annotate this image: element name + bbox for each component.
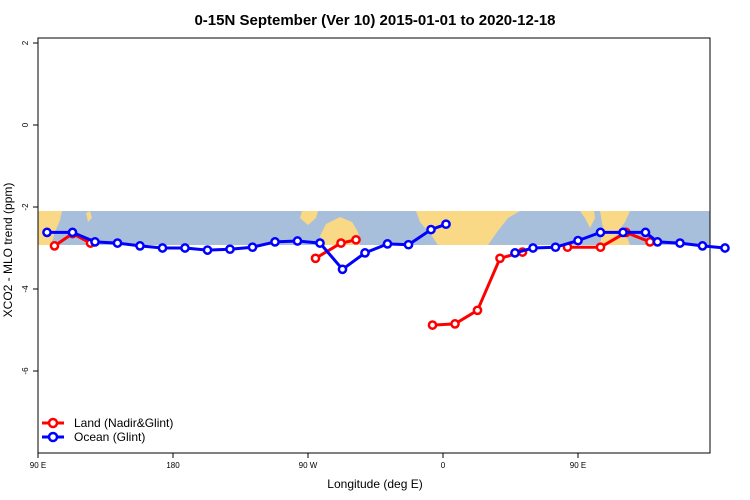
- data-point-ocean: [247, 242, 258, 253]
- legend-item-land: Land (Nadir&Glint): [42, 416, 173, 430]
- data-point-ocean: [135, 241, 145, 251]
- data-point-land: [336, 238, 346, 248]
- data-point-land: [427, 320, 438, 330]
- x-tick-label: 90 E: [570, 461, 586, 470]
- land-africa: [416, 211, 520, 245]
- legend-marker-ocean: [47, 431, 59, 443]
- data-point-ocean: [403, 239, 414, 250]
- y-tick-label: 0: [21, 122, 30, 127]
- background-map: [38, 211, 710, 245]
- y-tick-label: -2: [21, 203, 30, 211]
- data-point-ocean: [270, 237, 280, 247]
- data-point-ocean: [157, 243, 168, 253]
- data-point-land: [351, 234, 361, 245]
- data-point-ocean: [112, 238, 123, 248]
- data-series: [42, 219, 730, 330]
- data-point-ocean: [360, 248, 370, 258]
- y-tick-label: 2: [21, 40, 30, 45]
- data-point-land: [450, 319, 460, 329]
- data-point-ocean: [90, 237, 100, 247]
- land-india: [580, 211, 595, 228]
- data-point-ocean: [441, 219, 451, 230]
- ocean-band: [38, 211, 710, 245]
- data-point-ocean: [528, 243, 538, 253]
- legend-item-ocean: Ocean (Glint): [42, 430, 145, 444]
- series-line-land: [567, 230, 651, 249]
- land-central-america: [300, 211, 318, 225]
- data-point-ocean: [180, 243, 190, 253]
- data-point-ocean: [640, 227, 651, 238]
- data-point-ocean: [382, 239, 393, 249]
- x-tick-label: 0: [441, 461, 446, 470]
- y-axis-label: XCO2 - MLO trend (ppm): [1, 183, 15, 318]
- data-point-ocean: [652, 237, 663, 247]
- data-point-ocean: [550, 242, 561, 253]
- x-axis-label: Longitude (deg E): [327, 477, 422, 491]
- legend-marker-land: [47, 417, 59, 429]
- land-philippines-small: [86, 211, 92, 222]
- land-indochina: [600, 211, 630, 245]
- legend-label-ocean: Ocean (Glint): [74, 430, 145, 444]
- chart-title: 0-15N September (Ver 10) 2015-01-01 to 2…: [194, 12, 555, 29]
- data-point-ocean: [202, 245, 213, 255]
- x-tick-label: 90 E: [30, 461, 46, 470]
- y-tick-label: -4: [21, 285, 30, 293]
- x-tick-label: 90 W: [299, 461, 318, 470]
- series-ocean: [42, 219, 730, 275]
- data-point-ocean: [42, 227, 52, 238]
- data-point-ocean: [595, 227, 606, 238]
- data-point-ocean: [675, 238, 685, 248]
- legend: Land (Nadir&Glint) Ocean (Glint): [42, 416, 173, 444]
- legend-label-land: Land (Nadir&Glint): [74, 416, 173, 430]
- data-point-ocean: [292, 236, 303, 246]
- x-axis-ticks: 90 E 180 90 W 0 90 E: [30, 453, 586, 470]
- data-point-land: [472, 305, 483, 316]
- data-point-ocean: [67, 227, 78, 238]
- data-point-ocean: [225, 244, 235, 255]
- x-tick-label: 180: [166, 461, 180, 470]
- data-point-land: [49, 241, 60, 251]
- data-point-land: [310, 253, 321, 264]
- y-axis-ticks: 2 0 -2 -4 -6: [21, 40, 38, 375]
- land-south-america: [320, 217, 360, 245]
- data-point-ocean: [337, 264, 348, 275]
- data-point-ocean: [510, 248, 520, 258]
- data-point-ocean: [315, 238, 325, 248]
- y-tick-label: -6: [21, 367, 30, 375]
- data-point-land: [495, 253, 505, 264]
- data-point-ocean: [618, 227, 628, 238]
- data-point-ocean: [720, 243, 730, 253]
- data-point-ocean: [697, 241, 708, 251]
- land-southeast-asia: [38, 211, 62, 245]
- data-point-ocean: [573, 235, 583, 246]
- data-point-land: [595, 242, 606, 253]
- data-point-ocean: [426, 224, 436, 235]
